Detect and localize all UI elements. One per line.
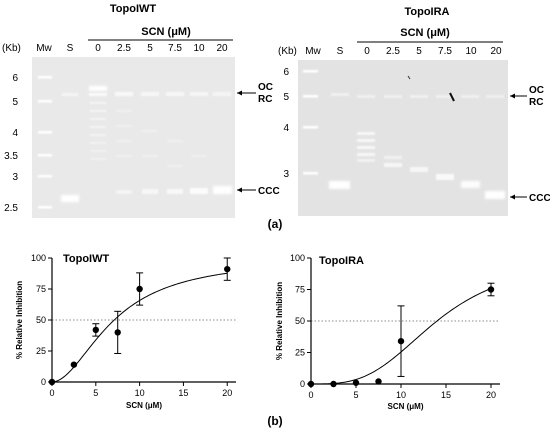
lane-label: 2.5 xyxy=(117,43,131,54)
x-tick-label: 5 xyxy=(353,390,358,400)
chart-title: TopoIRA xyxy=(319,255,364,267)
rc-label: RC xyxy=(529,97,543,108)
gel-topoira: TopoIRA SCN (μM) (Kb) Mw S 0 2.5 5 7.5 1… xyxy=(278,6,550,216)
data-point xyxy=(307,380,315,388)
y-tick-label: 50 xyxy=(36,315,46,325)
y-tick-label: 0 xyxy=(300,379,305,389)
y-tick-label: 100 xyxy=(290,253,305,263)
gel-artifact xyxy=(449,92,455,102)
gel-title: TopoIRA xyxy=(404,6,449,18)
kb-tick: 5 xyxy=(283,92,289,103)
lane-label: Mw xyxy=(36,43,52,54)
data-point xyxy=(136,285,143,293)
panel-a-label: (a) xyxy=(268,217,283,231)
x-tick-label: 15 xyxy=(178,388,188,398)
y-axis-label: % Relative Inhibition xyxy=(15,281,24,359)
data-point xyxy=(70,361,78,368)
x-tick-label: 0 xyxy=(308,390,313,400)
kb-tick: 4 xyxy=(283,123,289,134)
chart-topoiwt: 0 25 50 75 100 0 5 10 15 20 TopoIWT SCN (μM) % Relat… xyxy=(15,253,236,410)
lane-label: 0 xyxy=(95,43,101,54)
kb-tick: 3 xyxy=(12,172,18,183)
data-point xyxy=(114,329,121,336)
y-tick-label: 100 xyxy=(31,253,46,263)
lane-label: S xyxy=(337,46,344,57)
data-point xyxy=(330,380,337,388)
arrow-ccc xyxy=(510,194,527,200)
gel-title: TopoIWT xyxy=(110,3,156,15)
x-tick-label: 0 xyxy=(49,388,54,398)
lane-label: 20 xyxy=(490,46,502,57)
data-point xyxy=(397,337,405,345)
chart-topoira: 0 25 50 75 100 0 5 10 15 20 TopoIRA SCN (μM) % Relat… xyxy=(275,253,500,411)
arrow-ccc xyxy=(237,187,256,193)
data-point xyxy=(375,378,382,385)
y-tick-label: 25 xyxy=(295,348,305,358)
lane-label: 20 xyxy=(216,43,228,54)
kb-tick: 6 xyxy=(283,67,289,78)
data-point xyxy=(92,326,100,334)
gel-bands xyxy=(303,70,505,199)
data-point xyxy=(487,286,495,293)
y-tick-label: 25 xyxy=(36,346,46,356)
x-tick-label: 10 xyxy=(135,388,145,398)
x-tick-label: 5 xyxy=(93,388,98,398)
ccc-label: CCC xyxy=(529,193,550,204)
kb-tick: 3.5 xyxy=(4,151,18,162)
chart-title: TopoIWT xyxy=(63,253,109,265)
scn-header: SCN (μM) xyxy=(141,26,191,38)
lane-label: 5 xyxy=(416,46,422,57)
kb-tick: 5 xyxy=(12,97,18,108)
x-tick-label: 10 xyxy=(396,390,406,400)
gel-topoiwt: TopoIWT SCN (μM) (Kb) Mw S 0 2.5 5 7.5 1… xyxy=(2,3,280,218)
oc-label: OC xyxy=(258,82,273,93)
x-tick-label: 20 xyxy=(222,388,232,398)
y-tick-label: 0 xyxy=(41,377,46,387)
gel-bands xyxy=(38,76,232,209)
lane-label: 2.5 xyxy=(386,46,400,57)
lane-label: 7.5 xyxy=(438,46,452,57)
y-tick-label: 75 xyxy=(295,285,305,295)
lane-label: Mw xyxy=(305,46,321,57)
arrow-oc-rc xyxy=(510,93,527,99)
data-point xyxy=(48,378,56,386)
y-tick-label: 75 xyxy=(36,284,46,294)
data-point xyxy=(224,265,231,273)
scn-header: SCN (μM) xyxy=(400,27,450,39)
arrow-oc-rc xyxy=(237,90,256,96)
x-tick-label: 20 xyxy=(486,390,496,400)
kb-header: (Kb) xyxy=(2,43,21,54)
lane-label: 0 xyxy=(364,46,370,57)
kb-tick: 3 xyxy=(283,169,289,180)
lane-label: 10 xyxy=(465,46,477,57)
kb-tick: 2.5 xyxy=(4,203,18,214)
y-tick-label: 50 xyxy=(295,316,305,326)
x-axis-label: SCN (μM) xyxy=(388,402,424,411)
kb-tick: 4 xyxy=(12,128,18,139)
oc-label: OC xyxy=(529,85,544,96)
x-tick-label: 15 xyxy=(441,390,451,400)
panel-b-label: (b) xyxy=(267,414,282,428)
gel-image xyxy=(298,60,508,216)
y-axis-label: % Relative Inhibition xyxy=(275,282,284,360)
x-axis-label: SCN (μM) xyxy=(126,401,162,410)
lane-label: 7.5 xyxy=(168,43,182,54)
gel-artifact xyxy=(407,75,411,80)
ccc-label: CCC xyxy=(258,186,280,197)
data-point xyxy=(352,379,360,386)
lane-label: 10 xyxy=(193,43,205,54)
kb-tick: 6 xyxy=(12,73,18,84)
kb-header: (Kb) xyxy=(278,46,297,57)
rc-label: RC xyxy=(258,94,272,105)
lane-label: 5 xyxy=(147,43,153,54)
lane-label: S xyxy=(67,43,74,54)
